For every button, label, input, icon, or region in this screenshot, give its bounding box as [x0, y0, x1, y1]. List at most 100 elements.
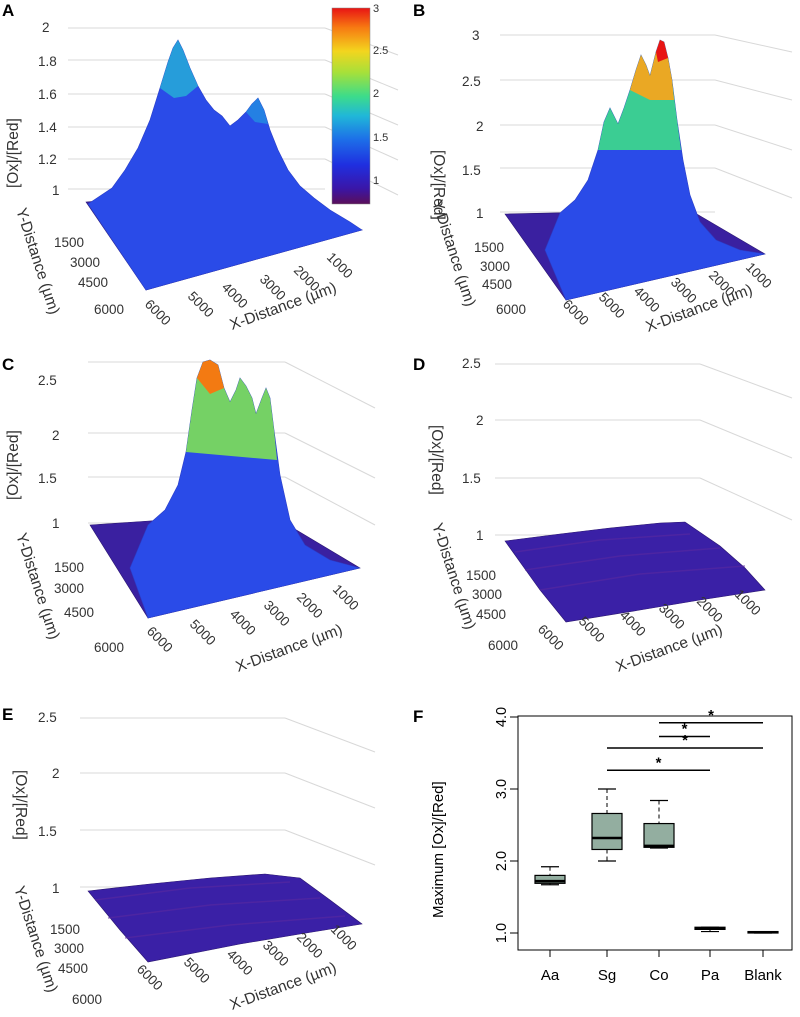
x-tick: 6000 [144, 624, 176, 656]
y-tick: 6000 [94, 640, 124, 655]
panel-a-z-ticks: 2 1.8 1.6 1.4 1.2 1 [38, 20, 60, 198]
x-tick: 3000 [260, 938, 292, 970]
x-tick: 5000 [596, 290, 628, 322]
z-tick: 2.5 [38, 710, 57, 725]
y-tick: 1500 [50, 922, 80, 937]
colorbar-tick: 2.5 [373, 45, 388, 57]
colorbar-tick: 2 [373, 88, 379, 100]
panel-label-d: D [413, 355, 425, 374]
x-tick-label: Co [649, 967, 668, 984]
panel-c: C 2.5 2 1.5 1 [Ox]/[Red] Y-Distance (µm)… [2, 355, 376, 676]
x-tick: 5000 [187, 617, 219, 649]
panel-label-f: F [413, 707, 423, 726]
z-tick: 2 [52, 766, 60, 781]
panel-b-x-label: X-Distance (µm) [644, 281, 755, 335]
y-tick: 1500 [474, 240, 504, 255]
y-tick: 3000 [54, 941, 84, 956]
panel-f: F Maximum [Ox]/[Red] 1.02.03.04.0 **** A… [413, 707, 793, 984]
panel-b-peak [656, 40, 668, 62]
x-tick: 4000 [219, 280, 251, 312]
y-tick-label: 1.0 [494, 923, 510, 943]
y-tick: 3000 [480, 259, 510, 274]
panel-d: D 2.5 2 1.5 1 [Ox]/[Red] Y-Distance (µm)… [413, 355, 793, 676]
x-tick-label: Pa [701, 967, 720, 984]
x-tick: 4000 [617, 608, 649, 640]
box-body [643, 822, 675, 848]
x-tick: 4000 [631, 284, 663, 316]
panel-c-y-ticks: 1500 3000 4500 6000 [54, 560, 124, 655]
z-tick: 1 [52, 881, 60, 896]
boxplot-y-label: Maximum [Ox]/[Red] [430, 781, 447, 918]
y-tick-label: 4.0 [494, 707, 510, 727]
z-tick: 2 [52, 428, 60, 443]
z-tick: 1 [52, 516, 60, 531]
y-tick: 4500 [78, 275, 108, 290]
panel-d-texture [514, 533, 746, 591]
panel-b-y-label: Y-Distance (µm) [428, 198, 478, 309]
significance-star: * [656, 754, 662, 771]
z-tick: 2 [42, 20, 50, 35]
boxplot-x-axis: Aa Sg Co Pa Blank [541, 950, 782, 984]
panel-b: B 3 2.5 2 1.5 1 [Ox]/[Red] Y-Distance (µ… [413, 1, 793, 336]
box-aa [534, 866, 566, 886]
x-tick: 1000 [324, 250, 356, 282]
x-tick: 1000 [328, 922, 360, 954]
x-tick-label: Sg [598, 967, 616, 984]
panel-b-top-band [630, 40, 674, 100]
colorbar [331, 7, 371, 205]
panel-e-z-ticks: 2.5 2 1.5 1 [38, 710, 60, 896]
z-tick: 3 [472, 28, 480, 43]
y-tick: 4500 [58, 961, 88, 976]
y-tick: 6000 [72, 992, 102, 1007]
z-tick: 1.6 [38, 87, 57, 102]
y-tick-label: 2.0 [494, 851, 510, 871]
panel-e: E 2.5 2 1.5 1 [Ox]/[Red] Y-Distance (µm)… [2, 705, 376, 1014]
y-tick: 6000 [488, 638, 518, 653]
x-tick: 5000 [185, 289, 217, 321]
z-tick: 1.5 [38, 471, 57, 486]
panel-a-y-label: Y-Distance (µm) [12, 206, 62, 317]
panel-e-texture [94, 881, 346, 939]
z-tick: 1.5 [38, 824, 57, 839]
panel-e-y-ticks: 1500 3000 4500 6000 [50, 922, 102, 1007]
panel-c-z-label: [Ox]/[Red] [5, 430, 22, 500]
z-tick: 1 [476, 528, 484, 543]
y-tick: 3000 [472, 587, 502, 602]
panel-c-z-ticks: 2.5 2 1.5 1 [38, 373, 60, 531]
y-tick: 3000 [54, 581, 84, 596]
panel-e-z-label: [Ox]/[Red] [12, 770, 29, 840]
boxplot-y-axis: 1.0 2.0 3.0 4.0 [494, 707, 518, 943]
boxplot-boxes [534, 788, 779, 934]
significance-brackets: **** [607, 707, 763, 771]
colorbar-tick: 1.5 [373, 132, 388, 144]
colorbar-ticks: 3 2.5 2 1.5 1 [373, 3, 388, 187]
x-tick: 5000 [181, 955, 213, 987]
x-tick: 2000 [294, 590, 326, 622]
x-tick: 3000 [656, 601, 688, 633]
box-sg [591, 788, 623, 862]
x-tick: 6000 [560, 297, 592, 329]
y-tick: 3000 [70, 255, 100, 270]
panel-c-top-band [197, 360, 224, 394]
panel-d-z-label: [Ox]/[Red] [428, 425, 445, 495]
panel-e-y-label: Y-Distance (µm) [10, 884, 60, 995]
boxplot-frame [517, 715, 793, 951]
panel-b-z-label: [Ox]/[Red] [430, 150, 447, 220]
x-tick: 5000 [576, 614, 608, 646]
significance-star: * [682, 720, 688, 737]
y-tick: 4500 [482, 277, 512, 292]
box-blank [747, 930, 779, 934]
panel-a-peak-highlight [160, 40, 198, 98]
z-tick: 2.5 [462, 74, 481, 89]
z-tick: 1 [476, 206, 484, 221]
box-body [534, 874, 566, 884]
z-tick: 1.4 [38, 120, 57, 135]
z-tick: 2.5 [462, 356, 481, 371]
panel-d-surface [504, 521, 766, 623]
colorbar-tick: 1 [373, 175, 379, 187]
box-co [643, 799, 675, 849]
panel-e-surface [87, 873, 363, 963]
panel-label-a: A [2, 1, 14, 20]
y-tick: 4500 [64, 605, 94, 620]
